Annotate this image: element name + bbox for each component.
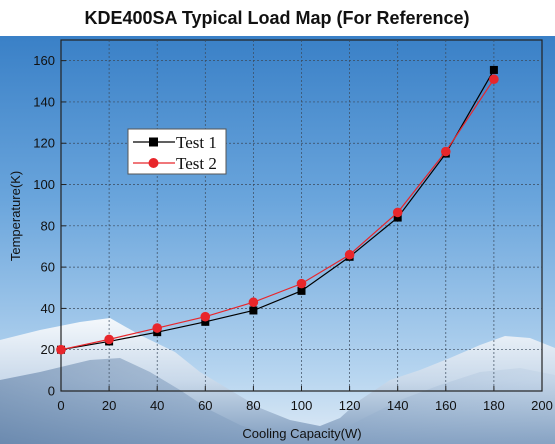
x-tick-label: 80 bbox=[246, 398, 260, 413]
data-point-test-1 bbox=[201, 317, 210, 326]
series-line-test-1 bbox=[60, 69, 495, 351]
data-point-test-2 bbox=[296, 278, 307, 289]
legend-marker-test-1 bbox=[149, 137, 158, 147]
x-tick-label: 60 bbox=[198, 398, 212, 413]
legend: Test 1 Test 2 bbox=[127, 128, 227, 175]
axis-ticks: 0 20 40 60 80 100 120 140 160 180 200 0 20 40 60 80 100 1… bbox=[33, 53, 553, 413]
x-tick-label: 40 bbox=[150, 398, 164, 413]
x-tick-label: 140 bbox=[387, 398, 409, 413]
y-tick-label: 0 bbox=[48, 384, 55, 399]
legend-marker-test-2 bbox=[148, 158, 159, 168]
x-tick-label: 180 bbox=[483, 398, 505, 413]
y-tick-label: 120 bbox=[33, 136, 55, 151]
y-tick-label: 40 bbox=[41, 301, 55, 316]
y-tick-label: 140 bbox=[33, 94, 55, 109]
title-band bbox=[0, 0, 555, 36]
y-tick-label: 160 bbox=[33, 53, 55, 68]
y-tick-label: 100 bbox=[33, 177, 55, 192]
legend-label-test-2: Test 2 bbox=[176, 154, 217, 173]
x-tick-label: 200 bbox=[531, 398, 553, 413]
x-tick-label: 20 bbox=[102, 398, 116, 413]
chart-title: KDE400SA Typical Load Map (For Reference… bbox=[84, 8, 469, 28]
data-point-test-2 bbox=[200, 311, 211, 322]
data-point-test-1 bbox=[489, 65, 498, 74]
series-line-test-2 bbox=[60, 78, 495, 351]
data-point-test-2 bbox=[152, 323, 162, 333]
series-area bbox=[56, 65, 499, 355]
series-test-2 bbox=[56, 74, 499, 355]
x-tick-label: 160 bbox=[435, 398, 457, 413]
legend-label-test-1: Test 1 bbox=[176, 133, 217, 152]
grid bbox=[61, 40, 542, 391]
x-tick-label: 100 bbox=[291, 398, 313, 413]
data-point-test-2 bbox=[56, 344, 66, 355]
y-tick-label: 80 bbox=[41, 218, 55, 233]
data-point-test-2 bbox=[248, 297, 259, 308]
legend-box bbox=[127, 128, 227, 175]
x-tick-label: 120 bbox=[339, 398, 361, 413]
data-point-test-2 bbox=[344, 249, 355, 260]
data-point-test-2 bbox=[392, 207, 403, 218]
y-tick-label: 60 bbox=[41, 260, 55, 275]
data-point-test-2 bbox=[441, 146, 451, 157]
data-point-test-2 bbox=[104, 334, 114, 345]
x-axis-title: Cooling Capacity(W) bbox=[242, 426, 361, 441]
data-point-test-2 bbox=[489, 74, 499, 85]
y-tick-label: 20 bbox=[41, 342, 55, 357]
data-point-test-1 bbox=[393, 213, 402, 222]
data-point-test-1 bbox=[297, 286, 306, 295]
x-tick-label: 0 bbox=[57, 398, 64, 413]
y-axis-title: Temperature(K) bbox=[8, 171, 23, 261]
data-point-test-1 bbox=[249, 306, 258, 315]
